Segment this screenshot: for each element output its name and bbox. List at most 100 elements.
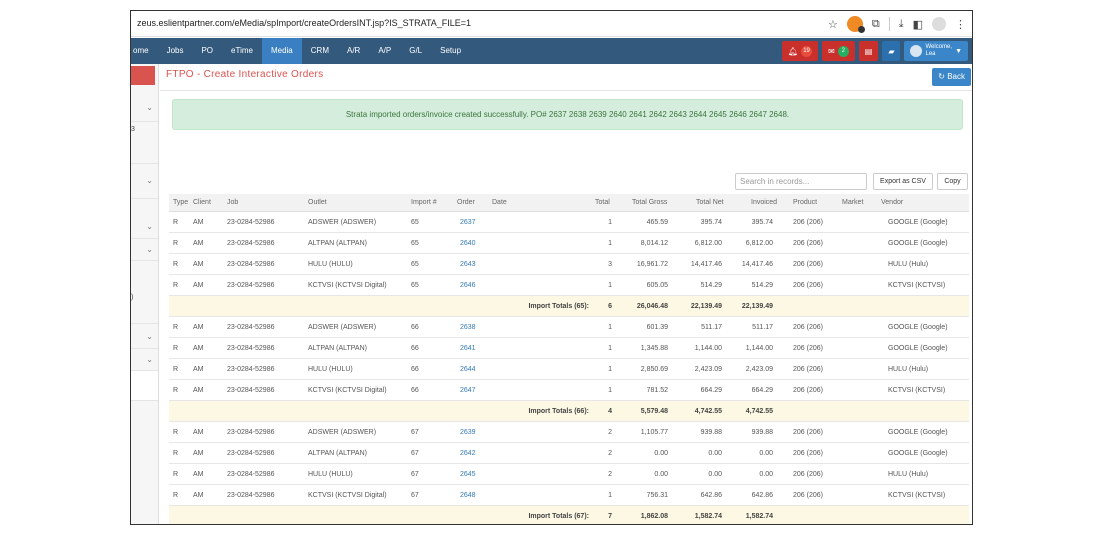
sidebar-item-active[interactable] [131, 371, 158, 401]
cell-total-net: 14,417.46 [690, 261, 722, 268]
header-total[interactable]: Total [595, 199, 610, 206]
header-client[interactable]: Client [193, 199, 211, 206]
order-link[interactable]: 2647 [460, 387, 476, 394]
cell-total-gross: 8,014.12 [640, 240, 668, 247]
header-vendor[interactable]: Vendor [881, 199, 904, 206]
sidebar-item[interactable]: ⌄ [131, 164, 158, 199]
cell-total-gross: 0.00 [654, 450, 668, 457]
puzzle-icon[interactable]: ⧉ [871, 17, 880, 30]
cell-type: R [173, 492, 179, 499]
header-import[interactable]: Import # [411, 199, 437, 206]
cell-vendor: KCTVSI (KCTVSI) [888, 387, 946, 394]
cell-client: AM [193, 450, 204, 457]
welcome-text: Welcome, [925, 44, 953, 50]
cell-import: 67 [411, 492, 419, 499]
header-order[interactable]: Order [457, 199, 475, 206]
cell-total-gross: 756.31 [646, 492, 668, 499]
nav-item-ome[interactable]: ome [133, 46, 149, 55]
cell-client: AM [193, 471, 204, 478]
extension-icon[interactable] [846, 16, 865, 33]
header-outlet[interactable]: Outlet [308, 199, 327, 206]
copy-button[interactable]: Copy [937, 173, 968, 190]
sidebar-item[interactable]: ⌄ [131, 349, 158, 371]
profile-icon[interactable] [932, 17, 946, 31]
header-product[interactable]: Product [793, 199, 818, 206]
sidebar-item[interactable]: ⌄ [131, 324, 158, 349]
sidebar-item[interactable]: ⌄ [131, 92, 158, 122]
nav-item-etime[interactable]: eTime [231, 46, 253, 55]
header-market[interactable]: Market [842, 199, 864, 206]
calendar-button[interactable]: ▰ [882, 41, 901, 61]
menu-dots-icon[interactable]: ⋮ [955, 18, 966, 31]
header-total-gross[interactable]: Total Gross [632, 199, 668, 206]
messages-badge: 2 [837, 45, 849, 57]
cell-invoiced: 939.88 [751, 429, 773, 436]
back-button[interactable]: ↻ Back [932, 68, 971, 86]
cell-invoiced: 0.00 [759, 471, 773, 478]
cell-total-gross: 781.52 [646, 387, 668, 394]
nav-item-po[interactable]: PO [201, 46, 214, 55]
nav-item-jobs[interactable]: Jobs [166, 46, 184, 55]
import-totals-row: Import Totals (65): 6 26,046.48 22,139.49 22… [169, 296, 969, 317]
order-link[interactable]: 2644 [460, 366, 476, 373]
header-job[interactable]: Job [227, 199, 239, 206]
sidebar-item[interactable] [131, 122, 158, 164]
totals-count: 6 [608, 303, 612, 310]
nav-item-media[interactable]: Media [261, 38, 302, 64]
order-link[interactable]: 2646 [460, 282, 476, 289]
order-link[interactable]: 2643 [460, 261, 476, 268]
cell-client: AM [193, 366, 204, 373]
header-type[interactable]: Type [173, 199, 189, 206]
order-link[interactable]: 2639 [460, 429, 476, 436]
cell-product: 206 (206) [793, 429, 823, 436]
import-totals-row: Import Totals (66): 4 5,579.48 4,742.55 4,74… [169, 401, 969, 422]
cell-client: AM [193, 492, 204, 499]
nav-item-g-l[interactable]: G/L [409, 46, 423, 55]
clipboard-button[interactable]: ▤ [858, 41, 879, 61]
alerts-badge: 19 [801, 45, 813, 57]
export-csv-button[interactable]: Export as CSV [873, 173, 933, 190]
nav-item-a-p[interactable]: A/P [378, 46, 392, 55]
cell-total-net: 664.29 [700, 387, 722, 394]
totals-invoiced: 4,742.55 [745, 408, 773, 415]
sidebar-item[interactable]: ⌄ [131, 239, 158, 261]
cell-outlet: KCTVSI (KCTVSI Digital) [308, 387, 387, 394]
order-link[interactable]: 2642 [460, 450, 476, 457]
order-link[interactable]: 2637 [460, 219, 476, 226]
cell-job: 23-0284-52986 [227, 387, 275, 394]
nav-item-a-r[interactable]: A/R [346, 46, 361, 55]
sidebar: ⌄ 3 ⌄ ⌄ ⌄ ) ⌄ ⌄ o [131, 64, 159, 524]
cell-total-gross: 0.00 [654, 471, 668, 478]
sidebar-item[interactable] [131, 279, 158, 324]
browser-toolbar: ☆ ⧉ ⤓ ◧ ⋮ [828, 15, 966, 33]
nav-item-setup[interactable]: Setup [440, 46, 462, 55]
url-text[interactable]: zeus.eslientpartner.com/eMedia/spImport/… [137, 18, 472, 28]
sidebar-icon[interactable]: ◧ [912, 18, 923, 31]
header-total-net[interactable]: Total Net [696, 199, 724, 206]
order-link[interactable]: 2645 [460, 471, 476, 478]
totals-net: 22,139.49 [690, 303, 722, 310]
alerts-button[interactable]: 🔔︎ 19 [781, 41, 819, 61]
cell-type: R [173, 387, 179, 394]
cell-client: AM [193, 429, 204, 436]
order-link[interactable]: 2640 [460, 240, 476, 247]
cell-total-gross: 605.05 [646, 282, 668, 289]
cell-client: AM [193, 219, 204, 226]
star-icon[interactable]: ☆ [827, 18, 838, 31]
order-link[interactable]: 2641 [460, 345, 476, 352]
user-menu[interactable]: Welcome, Lea ▼ [904, 41, 968, 61]
order-link[interactable]: 2638 [460, 324, 476, 331]
import-totals-row: Import Totals (67): 7 1,862.08 1,582.74 1,58… [169, 506, 969, 524]
cell-total-gross: 16,961.72 [636, 261, 668, 268]
header-invoiced[interactable]: Invoiced [751, 199, 778, 206]
sidebar-item[interactable]: ⌄ [131, 214, 158, 239]
cell-vendor: GOOGLE (Google) [888, 345, 948, 352]
download-icon[interactable]: ⤓ [898, 17, 904, 30]
header-date[interactable]: Date [492, 199, 507, 206]
order-link[interactable]: 2648 [460, 492, 476, 499]
sidebar-top-block[interactable] [131, 66, 155, 85]
messages-button[interactable]: ✉ 2 [822, 41, 855, 61]
cell-invoiced: 395.74 [751, 219, 773, 226]
nav-item-crm[interactable]: CRM [310, 46, 329, 55]
search-input[interactable]: Search in records... [735, 173, 867, 190]
